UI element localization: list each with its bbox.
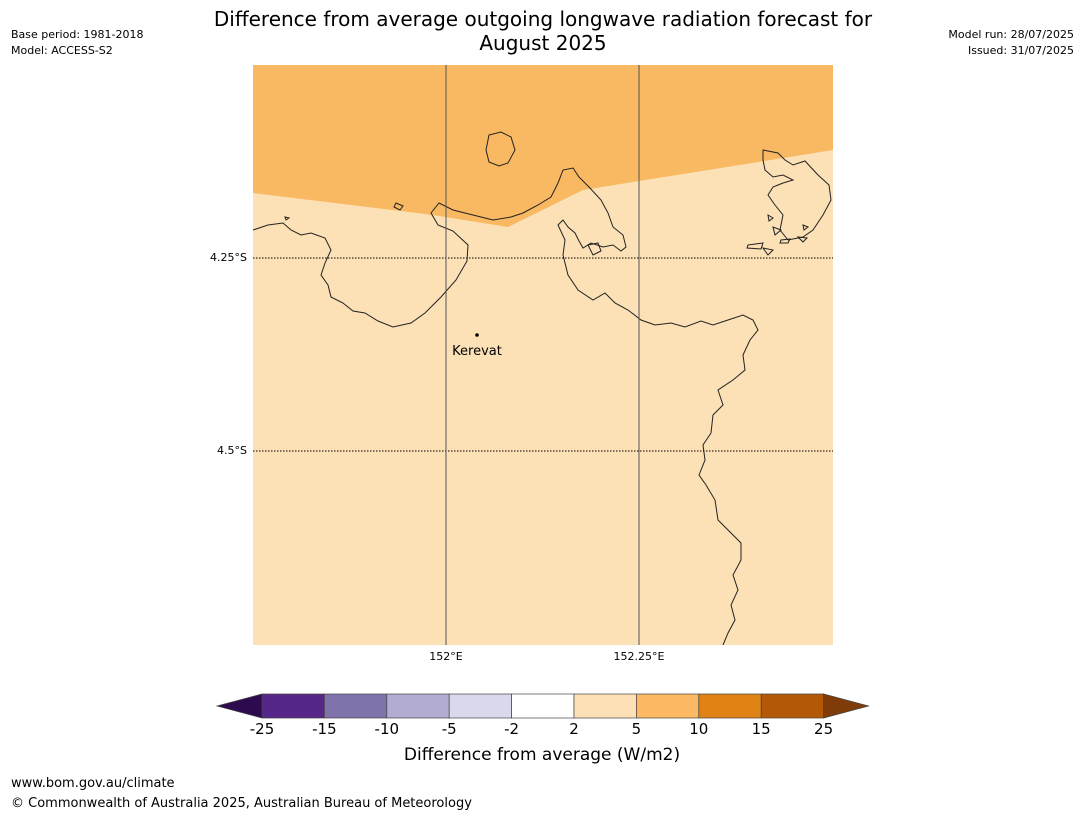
kerevat-label: Kerevat (452, 344, 502, 359)
lat-label-4-25: 4.25°S (210, 251, 247, 264)
meta-left: Base period: 1981-2018 Model: ACCESS-S2 (11, 27, 143, 59)
colorbar-tick-label: 25 (814, 720, 834, 738)
lon-label-152: 152°E (429, 650, 463, 663)
colorbar-tick-label: -15 (312, 720, 337, 738)
lat-label-4-5: 4.5°S (217, 444, 247, 457)
colorbar-segment (448, 693, 512, 719)
model-name: Model: ACCESS-S2 (11, 44, 113, 57)
colorbar-segment (573, 693, 637, 719)
colorbar-arrow-low (215, 693, 263, 719)
footer-copyright: © Commonwealth of Australia 2025, Austra… (11, 796, 472, 811)
colorbar-tick-label: -5 (441, 720, 457, 738)
base-period: Base period: 1981-2018 (11, 28, 144, 41)
colorbar-tick-label: 2 (569, 720, 579, 738)
colorbar-segment (760, 693, 824, 719)
colorbar-segment (324, 693, 388, 719)
issued-date: Issued: 31/07/2025 (967, 44, 1074, 57)
forecast-map: Kerevat (253, 65, 833, 645)
meta-right: Model run: 28/07/2025 Issued: 31/07/2025 (948, 27, 1074, 59)
colorbar-segment (698, 693, 762, 719)
title-line-1: Difference from average outgoing longwav… (213, 7, 873, 31)
colorbar-segment (386, 693, 450, 719)
kerevat-marker (475, 333, 479, 337)
colorbar-tick-label: 5 (631, 720, 642, 738)
colorbar-tick-label: 10 (689, 720, 709, 738)
colorbar-segment (261, 693, 325, 719)
colorbar-segment (636, 693, 700, 719)
footer-url[interactable]: www.bom.gov.au/climate (11, 776, 175, 791)
coastline (253, 131, 832, 645)
colorbar-tick-label: -10 (374, 720, 400, 738)
colorbar (215, 693, 870, 719)
colorbar-segment (511, 693, 575, 719)
model-run: Model run: 28/07/2025 (948, 28, 1074, 41)
colorbar-arrow-high (823, 693, 870, 719)
anomaly-region-high (253, 65, 833, 227)
map-title: Difference from average outgoing longwav… (143, 7, 943, 55)
colorbar-tick-label: -2 (504, 720, 520, 738)
colorbar-label: Difference from average (W/m2) (403, 745, 681, 765)
colorbar-tick-label: -25 (249, 720, 275, 738)
lon-label-152-25: 152.25°E (613, 650, 665, 663)
title-line-2: August 2025 (479, 31, 607, 55)
colorbar-tick-label: 15 (751, 720, 771, 738)
